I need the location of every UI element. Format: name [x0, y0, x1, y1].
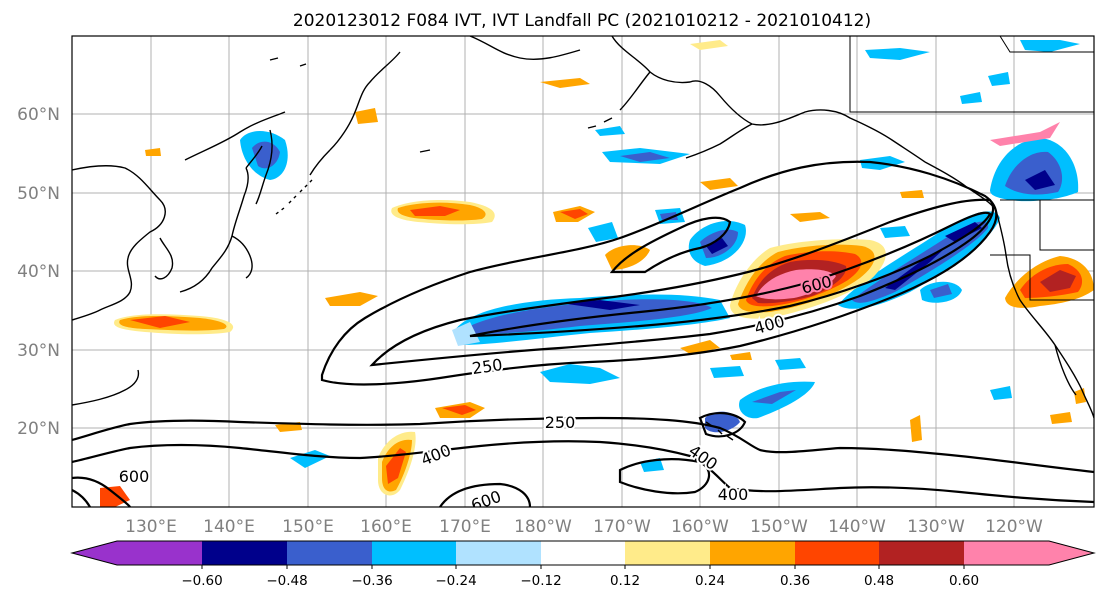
lon-label: 160°E: [360, 517, 412, 537]
colorbar-tick-label: −0.48: [266, 573, 307, 589]
colorbar-tick-label: −0.60: [181, 573, 222, 589]
lat-label: 50°N: [17, 184, 60, 204]
colorbar-segment: [72, 541, 202, 565]
lat-label: 60°N: [17, 105, 60, 125]
map-frame: [71, 35, 1095, 508]
contour-label: 600: [119, 467, 150, 486]
longitude-labels: 130°E 140°E 150°E 160°E 170°E 180°W 170°…: [125, 517, 1043, 537]
lon-label: 130°W: [907, 517, 965, 537]
colorbar-segment: [964, 541, 1094, 565]
lon-label: 140°W: [828, 517, 886, 537]
lat-label: 30°N: [17, 341, 60, 361]
contour-label: 250: [545, 413, 576, 432]
colorbar-ticks: [201, 565, 965, 569]
latitude-labels: 60°N 50°N 40°N 30°N 20°N: [17, 105, 60, 439]
colorbar-tick-label: −0.36: [351, 573, 392, 589]
lon-label: 170°E: [439, 517, 491, 537]
lon-label: 150°E: [282, 517, 334, 537]
colorbar-tick-label: 0.60: [949, 573, 979, 589]
lon-label: 170°W: [593, 517, 651, 537]
contour-label: 400: [718, 485, 749, 504]
colorbar-segment: [710, 541, 795, 565]
lon-label: 150°W: [750, 517, 808, 537]
colorbar-tick-label: 0.12: [610, 573, 640, 589]
colorbar-segment: [795, 541, 879, 565]
colorbar-tick-label: −0.12: [520, 573, 561, 589]
colorbar-tick-label: 0.48: [864, 573, 894, 589]
colorbar-segment: [879, 541, 964, 565]
ivt-shading: [100, 40, 1094, 507]
colorbar-segment: [372, 541, 456, 565]
colorbar-tick-label: 0.36: [780, 573, 810, 589]
lon-label: 140°E: [203, 517, 255, 537]
lat-label: 40°N: [17, 262, 60, 282]
colorbar-segment: [287, 541, 372, 565]
lat-label: 20°N: [17, 419, 60, 439]
lon-label: 120°W: [985, 517, 1043, 537]
map-panel: 600 400 250 250 400 400 600 400 600: [72, 36, 1094, 507]
colorbar-segment: [202, 541, 287, 565]
ivt-contours: [72, 160, 1094, 507]
lon-label: 130°E: [125, 517, 177, 537]
lon-label: 160°W: [671, 517, 729, 537]
colorbar-segment: [456, 541, 541, 565]
colorbar-segment: [625, 541, 710, 565]
colorbar-tick-label: 0.24: [695, 573, 725, 589]
figure-title: 2020123012 F084 IVT, IVT Landfall PC (20…: [293, 11, 871, 31]
colorbar: −0.60 −0.48 −0.36 −0.24 −0.12 0.12 0.24 …: [70, 540, 1096, 589]
lon-label: 180°W: [514, 517, 572, 537]
colorbar-outline: [70, 540, 1096, 566]
colorbar-segment: [541, 541, 625, 565]
political-borders: [849, 36, 1094, 301]
colorbar-tick-label: −0.24: [435, 573, 476, 589]
